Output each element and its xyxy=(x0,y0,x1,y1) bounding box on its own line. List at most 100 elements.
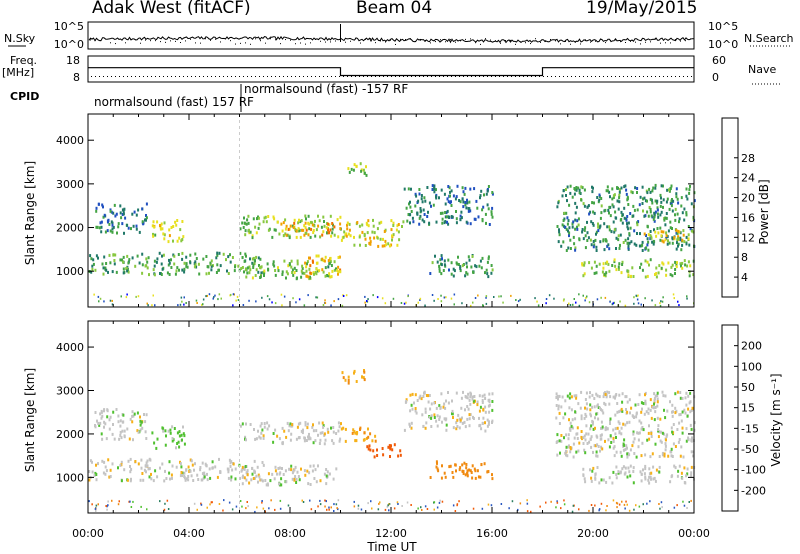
power-speckle-cell xyxy=(151,304,153,307)
nave-dot xyxy=(583,76,584,77)
velocity-echo-cell xyxy=(390,444,392,448)
velocity-echo-cell xyxy=(681,431,684,435)
nave-dot xyxy=(123,76,124,77)
velocity-speckle-cell xyxy=(325,500,327,503)
power-echo-cell xyxy=(491,191,494,194)
velocity-speckle-cell xyxy=(397,503,399,505)
nave-dot xyxy=(207,76,208,77)
power-echo-cell xyxy=(643,214,646,218)
velocity-echo-cell xyxy=(467,407,470,411)
nave-dot xyxy=(383,76,384,77)
power-echo-cell xyxy=(371,230,374,234)
velocity-echo-cell xyxy=(632,432,635,436)
power-echo-cell xyxy=(254,274,257,277)
power-speckle-cell xyxy=(366,300,368,302)
power-speckle-cell xyxy=(384,302,387,305)
power-echo-cell xyxy=(460,216,463,220)
velocity-speckle-cell xyxy=(94,508,97,510)
velocity-echo-cell xyxy=(120,479,123,483)
velocity-speckle-cell xyxy=(367,502,369,505)
power-echo-cell xyxy=(257,256,260,260)
velocity-speckle-cell xyxy=(456,504,458,507)
power-speckle-cell xyxy=(633,302,635,305)
power-echo-cell xyxy=(663,218,666,222)
power-echo-cell xyxy=(576,227,579,231)
power-echo-cell xyxy=(342,235,345,239)
velocity-speckle-cell xyxy=(328,506,330,509)
velocity-echo-cell xyxy=(594,476,597,480)
velocity-echo-cell xyxy=(641,441,644,445)
noise-search-dot xyxy=(670,42,671,44)
velocity-echo-cell xyxy=(100,416,103,420)
power-echo-cell xyxy=(420,194,423,197)
velocity-echo-cell xyxy=(341,371,344,375)
velocity-echo-cell xyxy=(156,437,159,441)
freq-right-tick-lo: 0 xyxy=(712,71,719,84)
velocity-echo-cell xyxy=(585,414,588,418)
velocity-echo-cell xyxy=(484,405,487,409)
power-echo-cell xyxy=(252,266,255,269)
power-echo-cell xyxy=(98,226,101,230)
nave-dot xyxy=(403,76,404,77)
power-echo-cell xyxy=(446,220,448,224)
power-echo-cell xyxy=(120,216,123,220)
velocity-echo-cell xyxy=(249,423,252,426)
nave-dot xyxy=(463,76,464,77)
power-echo-cell xyxy=(593,201,595,205)
velocity-colorbar-tick-label: 200 xyxy=(741,340,762,353)
noise-left-tick-hi: 10^5 xyxy=(54,20,84,33)
velocity-speckle-cell xyxy=(441,500,444,503)
power-echo-cell xyxy=(445,211,448,215)
velocity-echo-cell xyxy=(606,390,609,394)
velocity-echo-cell xyxy=(127,459,130,463)
power-echo-cell xyxy=(440,263,443,267)
power-echo-cell xyxy=(95,206,98,210)
velocity-echo-cell xyxy=(653,418,656,422)
velocity-echo-cell xyxy=(491,419,494,423)
power-echo-cell xyxy=(212,264,214,268)
power-echo-cell xyxy=(565,249,568,252)
power-echo-cell xyxy=(298,228,301,232)
velocity-echo-cell xyxy=(332,441,335,445)
power-echo-cell xyxy=(353,243,356,247)
power-echo-cell xyxy=(627,273,630,277)
velocity-echo-cell xyxy=(556,394,559,398)
power-echo-cell xyxy=(285,276,287,280)
velocity-echo-cell xyxy=(576,432,579,436)
velocity-echo-cell xyxy=(153,441,156,445)
power-echo-cell xyxy=(613,230,616,234)
power-echo-cell xyxy=(449,190,451,194)
velocity-echo-cell xyxy=(607,438,610,442)
velocity-echo-cell xyxy=(564,412,567,416)
power-echo-cell xyxy=(656,227,659,230)
power-echo-cell xyxy=(117,225,120,229)
power-echo-cell xyxy=(625,218,628,222)
power-echo-region xyxy=(280,221,342,237)
power-echo-cell xyxy=(649,197,652,201)
power-echo-cell xyxy=(122,267,125,271)
velocity-echo-cell xyxy=(278,466,281,470)
power-echo-cell xyxy=(276,220,279,224)
power-echo-cell xyxy=(244,252,247,256)
velocity-echo-cell xyxy=(616,426,619,430)
velocity-echo-cell xyxy=(175,465,178,469)
power-echo-cell xyxy=(241,256,244,259)
velocity-echo-cell xyxy=(312,429,315,433)
power-echo-cell xyxy=(667,239,669,243)
nave-dot xyxy=(307,76,308,77)
velocity-echo-cell xyxy=(162,429,165,433)
power-echo-cell xyxy=(259,266,262,270)
nsearch-label: N.Search xyxy=(744,32,794,45)
power-echo-cell xyxy=(464,186,467,190)
velocity-echo-cell xyxy=(457,413,460,417)
power-echo-cell xyxy=(337,265,340,269)
velocity-echo-cell xyxy=(574,410,577,414)
velocity-echo-cell xyxy=(441,464,443,468)
velocity-echo-cell xyxy=(312,423,314,427)
velocity-echo-cell xyxy=(373,455,376,459)
power-echo-cell xyxy=(197,262,200,266)
power-echo-cell xyxy=(594,238,597,242)
power-speckle-cell xyxy=(181,300,183,303)
velocity-echo-cell xyxy=(274,469,277,473)
nave-dot xyxy=(171,76,172,77)
